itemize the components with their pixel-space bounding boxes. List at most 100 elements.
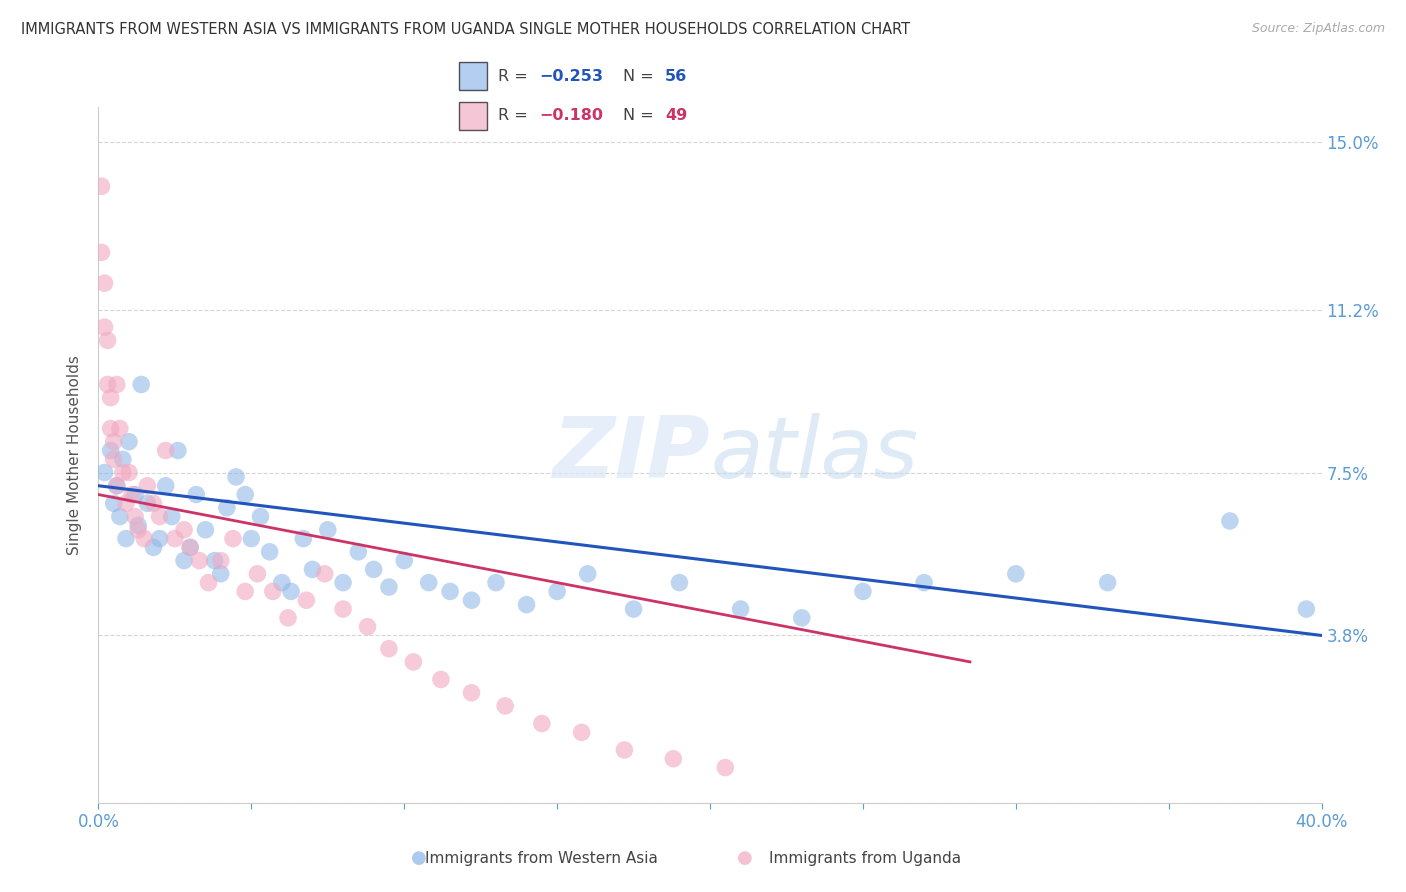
Point <box>356 620 378 634</box>
Text: 49: 49 <box>665 108 688 123</box>
Point <box>662 752 685 766</box>
Text: ●: ● <box>737 849 754 867</box>
Point <box>118 466 141 480</box>
Point <box>402 655 425 669</box>
Point <box>430 673 453 687</box>
Text: atlas: atlas <box>710 413 918 497</box>
Point <box>179 541 201 555</box>
Point <box>142 541 165 555</box>
Point <box>103 496 125 510</box>
Text: R =: R = <box>498 69 533 84</box>
Point <box>97 377 120 392</box>
Point <box>316 523 339 537</box>
Point <box>142 496 165 510</box>
Point <box>100 443 122 458</box>
Text: 56: 56 <box>665 69 688 84</box>
Point <box>93 466 115 480</box>
Point <box>295 593 318 607</box>
Point <box>197 575 219 590</box>
Point <box>249 509 271 524</box>
Point <box>571 725 593 739</box>
Point <box>460 593 482 607</box>
Point <box>155 443 177 458</box>
Point <box>1295 602 1317 616</box>
Point <box>314 566 336 581</box>
Point <box>494 698 516 713</box>
Point <box>108 421 131 435</box>
Point <box>127 523 149 537</box>
Text: ●: ● <box>411 849 427 867</box>
Point <box>233 584 256 599</box>
Point <box>546 584 568 599</box>
Point <box>111 452 134 467</box>
Text: Source: ZipAtlas.com: Source: ZipAtlas.com <box>1251 22 1385 36</box>
Point <box>301 562 323 576</box>
Point <box>730 602 752 616</box>
Point <box>259 545 281 559</box>
Point <box>173 553 195 567</box>
Point <box>225 470 247 484</box>
Point <box>576 566 599 581</box>
Text: R =: R = <box>498 108 533 123</box>
Point <box>127 518 149 533</box>
Point <box>1097 575 1119 590</box>
Point <box>136 479 159 493</box>
FancyBboxPatch shape <box>460 62 486 90</box>
Point <box>108 509 131 524</box>
Point <box>124 487 146 501</box>
Point <box>378 580 401 594</box>
Point <box>460 686 482 700</box>
Point <box>246 566 269 581</box>
Point <box>485 575 508 590</box>
Point <box>240 532 263 546</box>
FancyBboxPatch shape <box>460 102 486 130</box>
Point <box>332 575 354 590</box>
Point <box>233 487 256 501</box>
Point <box>714 761 737 775</box>
Point <box>363 562 385 576</box>
Point <box>105 479 128 493</box>
Point <box>1219 514 1241 528</box>
Point <box>439 584 461 599</box>
Point <box>97 334 120 348</box>
Point <box>103 434 125 449</box>
Point <box>149 532 172 546</box>
Point <box>115 496 138 510</box>
Point <box>209 553 232 567</box>
Point <box>93 276 115 290</box>
Point <box>418 575 440 590</box>
Point <box>160 509 183 524</box>
Point <box>149 509 172 524</box>
Point <box>134 532 156 546</box>
Text: Immigrants from Uganda: Immigrants from Uganda <box>769 851 960 865</box>
Point <box>121 487 143 501</box>
Point <box>215 500 238 515</box>
Point <box>392 553 416 567</box>
Point <box>179 541 201 555</box>
Point <box>270 575 292 590</box>
Text: N =: N = <box>623 108 659 123</box>
Point <box>332 602 354 616</box>
Point <box>118 434 141 449</box>
Point <box>173 523 195 537</box>
Point <box>90 245 112 260</box>
Point <box>209 566 232 581</box>
Point <box>93 320 115 334</box>
Point <box>188 553 211 567</box>
Point <box>100 421 122 435</box>
Text: IMMIGRANTS FROM WESTERN ASIA VS IMMIGRANTS FROM UGANDA SINGLE MOTHER HOUSEHOLDS : IMMIGRANTS FROM WESTERN ASIA VS IMMIGRAN… <box>21 22 910 37</box>
Point <box>530 716 553 731</box>
Point <box>347 545 370 559</box>
Point <box>613 743 636 757</box>
Point <box>292 532 315 546</box>
Point <box>516 598 538 612</box>
Text: N =: N = <box>623 69 659 84</box>
Point <box>100 391 122 405</box>
Text: ZIP: ZIP <box>553 413 710 497</box>
Point <box>912 575 935 590</box>
Point <box>852 584 875 599</box>
Point <box>163 532 186 546</box>
Point <box>790 611 813 625</box>
Point <box>277 611 299 625</box>
Point <box>668 575 690 590</box>
